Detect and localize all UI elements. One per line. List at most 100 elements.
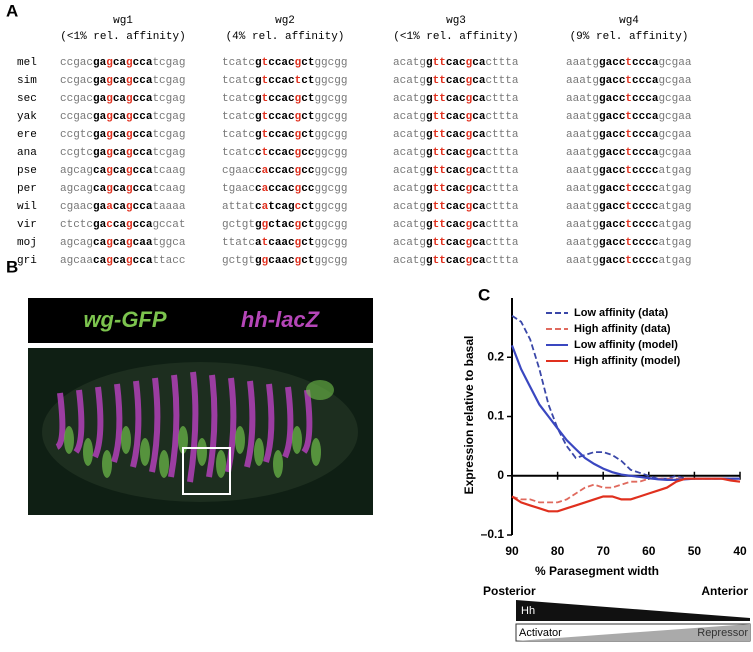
core: g (106, 255, 113, 267)
flank: aaatg (566, 237, 599, 249)
core: ccac (268, 75, 294, 87)
core: g (426, 111, 433, 123)
core: g (126, 219, 133, 231)
core: g (295, 183, 302, 195)
core: g (126, 255, 133, 267)
core: g (295, 57, 302, 69)
core: ca (472, 201, 486, 213)
flank: tcatc (222, 111, 255, 123)
core: ca (472, 255, 486, 267)
legend-label: High affinity (model) (574, 355, 681, 367)
stripe (55, 392, 66, 450)
core: ga (93, 75, 107, 87)
core: tt (433, 75, 446, 87)
flank: gcgaa (658, 57, 691, 69)
group-affinity: (9% rel. affinity) (570, 31, 689, 43)
flank: atgag (658, 165, 691, 177)
core: ccac (268, 111, 294, 123)
sequence: aaatggacctccccatgag (566, 165, 691, 177)
flank: ggcgg (314, 75, 347, 87)
core: ccac (268, 93, 294, 105)
core: cac (446, 111, 466, 123)
y-tick-label: –0.1 (481, 527, 505, 541)
flank: ggcgg (314, 183, 347, 195)
stripe (187, 371, 199, 483)
species-label: mel (17, 57, 37, 69)
species-label: ere (17, 129, 37, 141)
core: gacc (599, 201, 625, 213)
flank: aaatg (566, 129, 599, 141)
core: t (625, 129, 632, 141)
core: ca (113, 219, 127, 231)
flank: ggcgg (314, 201, 347, 213)
core: g (466, 75, 473, 87)
sequence: aaatggacctcccagcgaa (566, 75, 692, 87)
core: a (262, 165, 269, 177)
flank: cttta (485, 57, 518, 69)
magenta-label: hh-lacZ (241, 307, 321, 332)
core: gacc (599, 111, 625, 123)
core: g (106, 237, 113, 249)
sequence: aaatggacctccccatgag (566, 183, 691, 195)
core: ga (93, 129, 107, 141)
core: g (126, 93, 133, 105)
flank: tcgag (152, 147, 185, 159)
core: ccac (268, 147, 294, 159)
sequence: ccgtcgagcagccatcgag (60, 147, 185, 159)
core: a (106, 201, 113, 213)
flank: tcaag (152, 165, 185, 177)
core: cca (133, 147, 153, 159)
core: g (295, 165, 302, 177)
group-name: wg3 (446, 15, 466, 27)
core: caac (268, 237, 294, 249)
embryo-image (28, 298, 373, 515)
core: g (426, 75, 433, 87)
stripe (244, 380, 256, 468)
core: g (126, 111, 133, 123)
core: ct (301, 237, 314, 249)
gfp-spot (254, 438, 264, 466)
core: g (466, 111, 473, 123)
core: g (126, 237, 133, 249)
species-label: wil (17, 201, 37, 213)
sequence: tgaaccaccacgccggcgg (222, 183, 347, 195)
x-tick-label: 90 (505, 544, 519, 558)
flank: ccgac (60, 111, 93, 123)
flank: acatg (393, 201, 426, 213)
flank: tggca (152, 237, 185, 249)
stripe (301, 389, 313, 454)
core: tt (433, 165, 446, 177)
x-tick-label: 40 (733, 544, 747, 558)
sequence: ccgtcgagcagccatcgag (60, 129, 185, 141)
core: t (625, 201, 632, 213)
flank: ggcgg (314, 165, 347, 177)
species-label: ana (17, 147, 37, 159)
core: tt (433, 219, 446, 231)
core: t (262, 75, 269, 87)
sequence: acatggttcacgcacttta (393, 219, 519, 231)
core: cc (301, 165, 314, 177)
core: ccca (632, 93, 659, 105)
core: ct (301, 111, 314, 123)
core: g (255, 111, 262, 123)
core: t (625, 255, 632, 267)
core: a (262, 183, 269, 195)
flank: cttta (485, 183, 518, 195)
flank: acatg (393, 237, 426, 249)
sequence: tcatcgtccactctggcgg (222, 75, 347, 87)
flank: atgag (658, 237, 691, 249)
sequence: agcaacagcagccattacc (60, 255, 185, 267)
core: ccca (632, 129, 659, 141)
activator-label: Activator (519, 627, 562, 639)
core: g (466, 93, 473, 105)
core: g (126, 201, 133, 213)
core: ccca (632, 75, 659, 87)
core: ct (301, 255, 314, 267)
sequence: aaatggacctccccatgag (566, 237, 691, 249)
core: ct (301, 219, 314, 231)
core: ca (113, 255, 127, 267)
flank: ttacc (152, 255, 185, 267)
series-line (511, 315, 740, 480)
core: ca (93, 237, 107, 249)
core: c (295, 201, 302, 213)
